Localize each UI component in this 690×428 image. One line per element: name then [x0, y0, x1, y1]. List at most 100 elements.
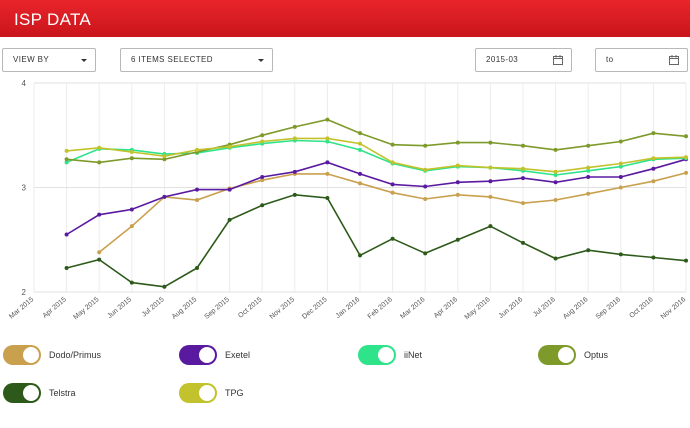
x-tick-label: May 2016 [464, 296, 492, 321]
x-tick-label: Aug 2016 [562, 296, 590, 321]
data-point [64, 232, 69, 237]
legend-label: TPG [225, 388, 244, 398]
legend-label: Exetel [225, 350, 251, 360]
legend-label: Dodo/Primus [49, 350, 102, 360]
data-point [260, 178, 265, 183]
data-point [64, 160, 69, 165]
calendar-icon[interactable] [669, 55, 679, 65]
y-tick-label: 3 [22, 184, 27, 193]
x-tick-label: Jan 2016 [335, 296, 362, 320]
x-tick-label: Jul 2015 [141, 296, 166, 318]
data-point [325, 160, 330, 165]
legend-label: Optus [584, 350, 609, 360]
items-selected-dropdown[interactable]: 6 ITEMS SELECTED [120, 48, 273, 72]
data-point [455, 140, 460, 145]
data-point [97, 250, 102, 255]
series-line-optus [66, 118, 687, 164]
series-toggle[interactable] [3, 383, 41, 403]
x-tick-label: Jul 2016 [532, 296, 557, 318]
data-point [521, 176, 525, 181]
data-point [455, 163, 460, 168]
data-point [488, 179, 493, 184]
x-tick-label: Jun 2016 [498, 296, 525, 320]
data-point [292, 192, 297, 197]
series-toggle[interactable] [179, 383, 217, 403]
series-toggle[interactable] [3, 345, 41, 365]
data-point [358, 141, 362, 146]
data-point [195, 187, 199, 192]
data-point [586, 165, 591, 170]
y-tick-label: 4 [22, 79, 27, 88]
data-point [618, 175, 623, 180]
series-toggle[interactable] [179, 345, 217, 365]
toggle-knob [558, 347, 574, 363]
data-point [227, 187, 232, 192]
data-point [586, 248, 591, 253]
line-chart: 2 3 4 Mar 2015 Apr 2015 May 2015 Jun 2015 Jul 2… [8, 79, 688, 321]
x-tick-label: Jun 2015 [107, 296, 134, 320]
data-point [260, 139, 265, 144]
data-point [521, 143, 525, 148]
data-point [292, 124, 297, 129]
data-point [129, 156, 134, 161]
data-point [684, 258, 688, 263]
data-point [553, 172, 558, 177]
data-point [358, 147, 362, 152]
data-point [618, 161, 623, 166]
data-point [488, 224, 493, 229]
x-tick-label: Mar 2016 [399, 296, 426, 320]
data-point [390, 190, 395, 195]
view-by-dropdown[interactable]: VIEW BY [2, 48, 96, 72]
date-from-field[interactable]: 2015-03 [475, 48, 572, 72]
data-point [129, 149, 134, 154]
data-point [423, 167, 428, 172]
data-point [651, 131, 656, 136]
data-point [97, 160, 102, 165]
data-point [260, 175, 265, 180]
data-point [195, 147, 199, 152]
x-tick-label: Nov 2016 [660, 296, 688, 321]
data-point [553, 147, 558, 152]
data-point [195, 265, 199, 270]
data-point [325, 136, 330, 141]
data-point [423, 184, 428, 189]
data-point [618, 185, 623, 190]
page-title: ISP DATA [14, 10, 92, 29]
data-point [488, 165, 493, 170]
data-point [553, 256, 558, 261]
toggle-knob [199, 347, 215, 363]
data-point [488, 194, 493, 199]
data-point [521, 240, 525, 245]
data-point [260, 203, 265, 208]
calendar-icon[interactable] [553, 55, 563, 65]
data-point [521, 201, 525, 206]
x-tick-label: Apr 2015 [42, 296, 68, 320]
x-tick-label: Dec 2015 [301, 296, 329, 321]
data-point [553, 180, 558, 185]
data-point [260, 133, 265, 138]
data-point [97, 212, 102, 217]
data-point [162, 194, 167, 199]
data-point [455, 192, 460, 197]
data-point [684, 155, 688, 160]
series-toggle[interactable] [538, 345, 576, 365]
legend-label: Telstra [49, 388, 76, 398]
date-to-field[interactable]: to [595, 48, 688, 72]
data-point [390, 182, 395, 187]
data-point [488, 140, 493, 145]
data-point [195, 198, 199, 203]
series-toggle[interactable] [358, 345, 396, 365]
data-point [129, 207, 134, 212]
x-tick-label: Sep 2016 [595, 296, 623, 321]
date-to-value: to [606, 55, 614, 64]
data-point [651, 166, 656, 171]
data-point [618, 252, 623, 257]
x-tick-label: Apr 2016 [433, 296, 459, 320]
chevron-down-icon [81, 59, 87, 62]
toggle-knob [23, 347, 39, 363]
data-point [423, 251, 428, 256]
data-point [325, 171, 330, 176]
toggle-knob [23, 385, 39, 401]
x-tick-label: Oct 2016 [628, 296, 654, 320]
data-point [553, 169, 558, 174]
